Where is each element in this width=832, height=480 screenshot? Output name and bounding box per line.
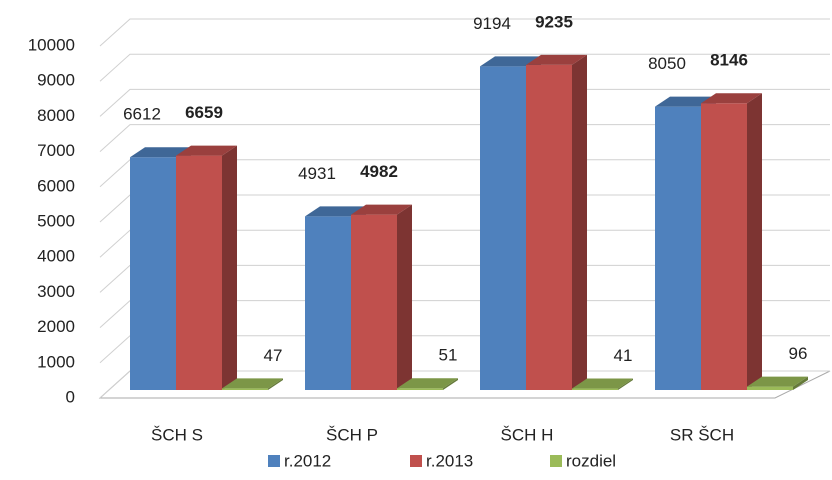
bar-side (572, 54, 587, 390)
grid-line (99, 53, 830, 82)
y-tick-label: 1000 (37, 352, 75, 371)
bar-side (268, 378, 283, 390)
bar-side (443, 378, 458, 390)
data-label: 51 (439, 346, 458, 365)
data-label: 41 (614, 346, 633, 365)
bar (130, 157, 176, 390)
bar-top (655, 96, 716, 107)
bar (222, 388, 268, 390)
legend-swatch (550, 455, 562, 467)
bar-top (526, 54, 587, 65)
bar-side (747, 93, 762, 390)
grid-line (99, 18, 830, 47)
bar (747, 386, 793, 390)
legend-label: r.2013 (426, 451, 473, 470)
data-label: 96 (789, 344, 808, 363)
grid-line (99, 124, 830, 152)
y-tick-label: 6000 (37, 176, 75, 195)
legend-label: r.2012 (284, 451, 331, 470)
bar (351, 214, 397, 390)
bar-top (222, 378, 283, 389)
data-label: 8050 (648, 54, 686, 73)
bar-top (130, 147, 191, 158)
x-tick-label: ŠCH S (151, 425, 203, 444)
y-tick-label: 3000 (37, 282, 75, 301)
y-tick-label: 5000 (37, 211, 75, 230)
bar (701, 103, 747, 390)
legend-swatch (268, 455, 280, 467)
data-label: 9235 (535, 12, 573, 31)
bar (526, 64, 572, 390)
data-label: 4982 (360, 162, 398, 181)
y-tick-label: 7000 (37, 141, 75, 160)
bar (176, 155, 222, 390)
y-tick-label: 8000 (37, 106, 75, 125)
bar-top (480, 56, 541, 67)
grid-line (99, 88, 830, 117)
bar-top (305, 206, 366, 217)
y-tick-label: 9000 (37, 71, 75, 90)
bar-top (351, 204, 412, 215)
data-label: 4931 (298, 164, 336, 183)
data-label: 8146 (710, 51, 748, 70)
bar (572, 388, 618, 390)
bar (397, 388, 443, 390)
bar-top (572, 378, 633, 389)
bar-top (397, 378, 458, 389)
y-tick-label: 0 (66, 387, 75, 406)
data-label: 9194 (473, 14, 511, 33)
x-tick-label: ŠCH H (501, 425, 554, 444)
bar-side (397, 204, 412, 390)
data-label: 47 (264, 346, 283, 365)
bar (480, 66, 526, 390)
bar-top (747, 376, 808, 387)
bar (305, 216, 351, 390)
bar-side (618, 378, 633, 390)
bar (655, 106, 701, 390)
bar-top (176, 145, 237, 156)
bar-top (701, 93, 762, 104)
bar-side (222, 145, 237, 390)
x-tick-label: SR ŠCH (670, 425, 734, 444)
bar-side (793, 376, 808, 390)
legend-swatch (410, 455, 422, 467)
x-tick-label: ŠCH P (326, 425, 378, 444)
y-tick-label: 10000 (28, 35, 75, 54)
data-label: 6612 (123, 105, 161, 124)
y-tick-label: 4000 (37, 247, 75, 266)
data-label: 6659 (185, 103, 223, 122)
legend-label: rozdiel (566, 451, 616, 470)
y-tick-label: 2000 (37, 317, 75, 336)
